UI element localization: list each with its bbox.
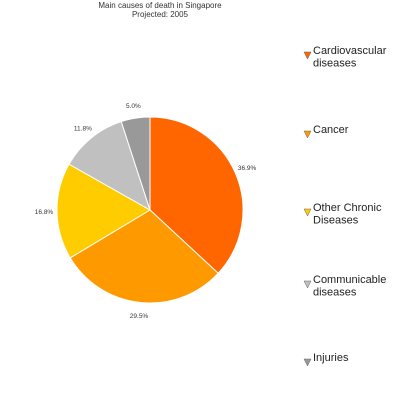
legend-label: Injuries xyxy=(313,352,349,364)
chart-title: Main causes of death in Singapore xyxy=(98,1,222,10)
pie-slices xyxy=(56,116,244,304)
legend-marker xyxy=(303,130,312,139)
slice-value-label: 16.8% xyxy=(35,209,54,216)
pie-slice xyxy=(69,209,219,304)
pie-slice xyxy=(149,116,244,274)
pie-slice xyxy=(56,163,151,259)
legend-item: Injuries xyxy=(303,352,349,367)
pie-slice xyxy=(120,116,151,211)
legend-label: Communicable xyxy=(313,274,386,286)
legend-marker xyxy=(303,280,312,289)
legend-marker xyxy=(303,208,312,217)
slice-value-label: 29.5% xyxy=(130,313,149,320)
legend-item: Cancer xyxy=(303,124,349,139)
chart-subtitle: Projected: 2005 xyxy=(132,10,189,19)
pie-slice xyxy=(68,120,151,212)
slice-value-label: 36.9% xyxy=(238,165,257,172)
legend-label: Cancer xyxy=(313,124,349,136)
legend-label: diseases xyxy=(313,287,357,299)
legend-label: diseases xyxy=(313,58,357,70)
legend-marker xyxy=(303,51,312,60)
legend-label: Cardiovascular xyxy=(313,45,387,57)
legend-marker xyxy=(303,358,312,367)
legend-label: Other Chronic xyxy=(313,202,382,214)
slice-value-label: 5.0% xyxy=(126,103,141,110)
legend-label: Diseases xyxy=(313,215,359,227)
slice-value-label: 11.8% xyxy=(74,125,92,132)
pie-slice-labels: 36.9% 29.5% 16.8% 11.8% 5.0% xyxy=(35,103,257,320)
